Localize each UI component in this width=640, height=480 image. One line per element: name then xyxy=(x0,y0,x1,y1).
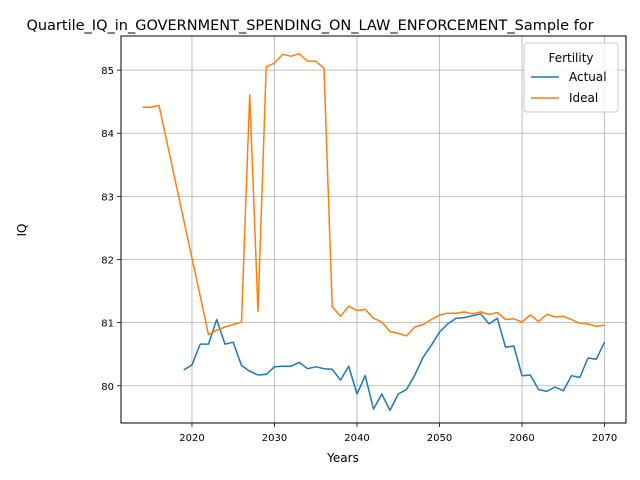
legend-label-ideal: Ideal xyxy=(569,91,598,105)
axis-ticks: 2020 2030 2040 2050 2060 2070 80 81 82 83 84 85 xyxy=(101,66,617,444)
x-tick-label: 2050 xyxy=(427,433,452,444)
x-tick-label: 2070 xyxy=(592,433,617,444)
x-tick-label: 2030 xyxy=(262,433,287,444)
x-tick-label: 2060 xyxy=(509,433,534,444)
legend-label-actual: Actual xyxy=(569,70,607,84)
legend: Fertility Actual Ideal xyxy=(523,42,619,113)
y-axis-label: IQ xyxy=(15,224,29,237)
x-axis-label: Years xyxy=(326,451,359,465)
legend-box xyxy=(523,42,619,113)
y-tick-label: 85 xyxy=(101,66,114,77)
x-tick-label: 2040 xyxy=(344,433,369,444)
y-tick-label: 84 xyxy=(101,129,114,140)
y-tick-label: 80 xyxy=(101,382,114,393)
legend-title: Fertility xyxy=(548,51,593,65)
series-lines xyxy=(142,52,606,412)
chart-title: Quartile_IQ_in_GOVERNMENT_SPENDING_ON_LA… xyxy=(26,18,593,34)
series-line-actual xyxy=(183,313,606,412)
y-tick-label: 81 xyxy=(101,319,114,330)
series-line-ideal xyxy=(142,52,605,337)
plot-frame xyxy=(120,35,627,424)
y-tick-label: 82 xyxy=(101,255,114,266)
y-tick-label: 83 xyxy=(101,192,114,203)
x-tick-label: 2020 xyxy=(179,433,204,444)
